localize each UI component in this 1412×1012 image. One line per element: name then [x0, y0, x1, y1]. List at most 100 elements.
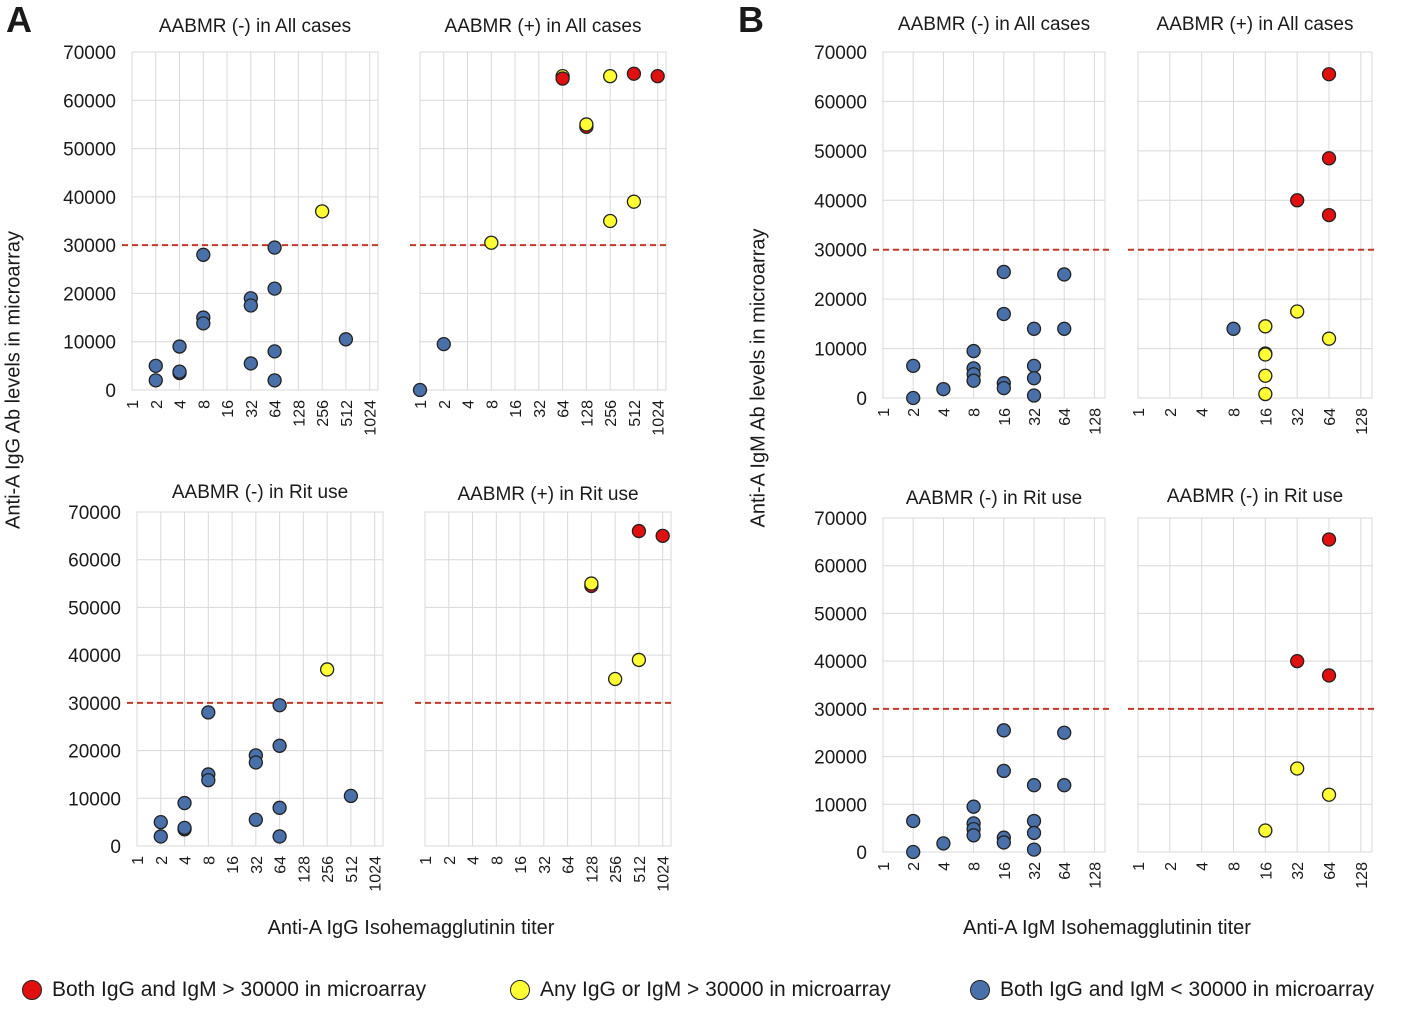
data-point-yellow [602, 68, 618, 84]
y-tick-label: 20000 [814, 748, 867, 769]
data-point-red [1321, 151, 1337, 166]
data-point-blue [248, 755, 263, 770]
x-tick-label: 4 [1195, 862, 1212, 871]
data-point-red [626, 66, 642, 81]
chart-title: AABMR (+) in All cases [445, 16, 642, 37]
data-point-blue [267, 281, 282, 296]
x-tick-label: 128 [1087, 862, 1104, 889]
x-tick-label: 4 [1195, 408, 1212, 417]
data-point-blue [177, 795, 192, 811]
data-point-yellow [1321, 787, 1337, 802]
x-axis-label-b: Anti-A IgM Isohemagglutinin titer [963, 917, 1251, 939]
y-tick-label: 10000 [68, 789, 121, 810]
y-tick-label: 30000 [68, 694, 121, 715]
data-point-blue [272, 738, 287, 753]
x-tick-label: 1 [1131, 408, 1148, 417]
data-point-blue [272, 698, 287, 713]
x-tick-label: 1 [1131, 862, 1148, 871]
data-point-blue [1026, 842, 1042, 857]
data-point-blue [436, 336, 451, 352]
x-tick-label: 8 [196, 400, 213, 409]
x-tick-label: 2 [906, 862, 923, 871]
data-point-blue [172, 364, 187, 379]
x-tick-label: 1024 [368, 856, 385, 892]
data-point-blue [996, 835, 1011, 850]
x-tick-label: 64 [1057, 862, 1074, 880]
x-tick-label: 8 [484, 400, 501, 409]
data-point-blue [267, 240, 282, 255]
data-point-red [1321, 207, 1337, 223]
y-tick-label: 20000 [63, 284, 116, 305]
data-point-blue [1026, 778, 1042, 793]
y-tick-label: 50000 [814, 604, 867, 625]
y-tick-label: 20000 [814, 290, 867, 311]
legend-item-blue: Both IgG and IgM < 30000 in microarray [970, 978, 1374, 1002]
data-point-blue [1226, 321, 1241, 336]
data-point-red [1290, 653, 1305, 669]
data-point-blue [996, 723, 1011, 738]
data-point-yellow [1258, 368, 1273, 383]
chart-title: AABMR (+) in Rit use [457, 484, 638, 505]
x-tick-label: 16 [1258, 408, 1275, 426]
x-tick-label: 256 [320, 856, 337, 883]
x-tick-label: 128 [579, 400, 596, 427]
x-tick-label: 128 [1087, 408, 1104, 435]
data-point-blue [996, 763, 1011, 779]
plot-frame [1137, 51, 1373, 399]
data-point-blue [996, 380, 1011, 396]
y-tick-label: 70000 [814, 43, 867, 64]
data-point-blue [996, 264, 1011, 280]
data-point-blue [936, 381, 951, 397]
data-point-blue [966, 343, 981, 359]
x-tick-label: 128 [291, 400, 308, 427]
data-point-blue [1026, 371, 1042, 386]
data-point-blue [267, 344, 282, 359]
data-point-blue [1057, 778, 1072, 793]
data-point-blue [343, 788, 359, 804]
data-point-yellow [1290, 761, 1305, 776]
data-point-red [631, 523, 647, 539]
data-point-yellow [484, 235, 499, 250]
plot-frame [1137, 517, 1373, 853]
x-tick-label: 256 [315, 400, 332, 427]
data-point-yellow [1321, 331, 1337, 346]
y-tick-label: 50000 [68, 598, 121, 619]
x-tick-label: 8 [489, 856, 506, 865]
data-point-blue [906, 813, 921, 829]
x-tick-label: 256 [603, 400, 620, 427]
x-tick-label: 512 [339, 400, 356, 427]
y-tick-label: 70000 [63, 43, 116, 64]
data-point-blue [906, 390, 921, 406]
data-point-red [1321, 532, 1337, 547]
data-point-blue [906, 844, 921, 860]
x-tick-label: 16 [220, 400, 237, 418]
data-point-yellow [1290, 304, 1305, 319]
data-point-blue [966, 828, 981, 843]
data-point-red [1321, 67, 1337, 82]
data-point-blue [996, 306, 1011, 322]
data-point-blue [172, 339, 187, 354]
y-tick-label: 10000 [814, 795, 867, 816]
y-tick-label: 40000 [814, 652, 867, 673]
x-tick-label: 64 [1322, 408, 1339, 426]
data-point-yellow [626, 194, 642, 209]
plot-frame [882, 517, 1106, 853]
x-tick-label: 2 [906, 408, 923, 417]
data-point-blue [1057, 725, 1072, 740]
chart-title: AABMR (+) in All cases [1157, 14, 1354, 35]
y-tick-label: 0 [856, 843, 867, 864]
x-tick-label: 2 [1163, 862, 1180, 871]
x-tick-label: 32 [1027, 408, 1044, 426]
x-tick-label: 8 [1227, 862, 1244, 871]
y-tick-label: 30000 [814, 700, 867, 721]
data-point-blue [148, 373, 163, 388]
y-tick-label: 0 [110, 837, 121, 858]
x-tick-label: 512 [344, 856, 361, 883]
data-point-red [1290, 193, 1305, 208]
x-tick-label: 4 [461, 400, 478, 409]
x-tick-label: 64 [268, 400, 285, 418]
chart-title: AABMR (-) in Rit use [1167, 486, 1343, 507]
data-point-blue [1026, 388, 1042, 403]
data-point-yellow [1258, 386, 1273, 402]
y-tick-label: 30000 [814, 241, 867, 262]
